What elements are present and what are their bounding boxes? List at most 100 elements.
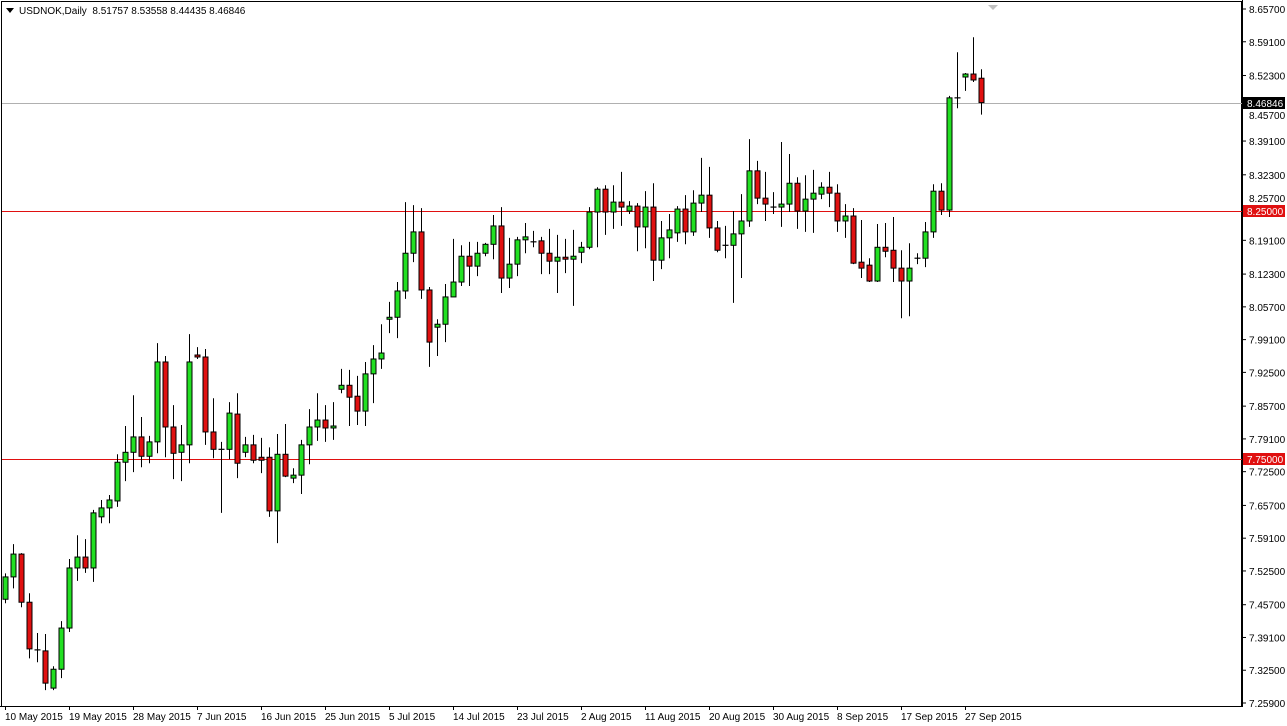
chart-shift-marker-icon[interactable] [988,5,998,10]
candle[interactable] [322,405,329,442]
candle[interactable] [554,234,561,293]
candle[interactable] [194,347,201,359]
candle[interactable] [146,435,153,464]
candle[interactable] [658,220,665,270]
candle[interactable] [778,142,785,227]
candle[interactable] [594,187,601,248]
candle[interactable] [402,202,409,299]
candle[interactable] [506,237,513,288]
candle[interactable] [410,205,417,263]
candle[interactable] [826,171,833,208]
candle[interactable] [562,238,569,274]
candle[interactable] [666,214,673,259]
candle[interactable] [722,225,729,259]
candle[interactable] [98,499,105,524]
candle[interactable] [610,185,617,229]
candle[interactable] [282,424,289,478]
candle[interactable] [290,468,297,484]
candle[interactable] [66,559,73,633]
candle[interactable] [178,425,185,482]
candle[interactable] [898,250,905,319]
candle[interactable] [938,183,945,216]
candle[interactable] [698,157,705,213]
candle[interactable] [746,139,753,227]
candle[interactable] [674,206,681,242]
candle[interactable] [426,286,433,367]
candle[interactable] [842,204,849,238]
candle[interactable] [266,447,273,517]
candle[interactable] [834,184,841,232]
candle[interactable] [618,171,625,226]
candle[interactable] [466,241,473,287]
candle[interactable] [810,169,817,233]
candle[interactable] [962,73,969,91]
candle[interactable] [114,454,121,507]
candle[interactable] [226,402,233,460]
candle[interactable] [570,229,577,306]
candle[interactable] [2,573,9,604]
candle[interactable] [442,284,449,343]
candle[interactable] [90,509,97,582]
candle[interactable] [170,405,177,480]
candle[interactable] [890,217,897,283]
candle[interactable] [386,301,393,334]
candle[interactable] [26,593,33,659]
candle[interactable] [370,345,377,404]
candle[interactable] [978,69,985,115]
candle[interactable] [522,222,529,254]
candle[interactable] [162,356,169,458]
candle[interactable] [858,219,865,279]
dropdown-triangle-icon[interactable] [6,8,14,13]
candle[interactable] [498,207,505,293]
candle[interactable] [802,175,809,232]
candle[interactable] [762,171,769,221]
candle[interactable] [306,409,313,465]
candle[interactable] [218,441,225,513]
candle[interactable] [538,236,545,275]
candle[interactable] [906,243,913,317]
candle[interactable] [314,393,321,441]
candle[interactable] [490,215,497,260]
candle[interactable] [954,52,961,109]
candle[interactable] [946,95,953,218]
candle[interactable] [586,207,593,250]
candle[interactable] [242,436,249,458]
candle[interactable] [122,425,129,482]
candle[interactable] [346,369,353,426]
candle[interactable] [362,361,369,426]
candle[interactable] [378,324,385,369]
candle[interactable] [274,433,281,544]
candle[interactable] [650,183,657,282]
candle[interactable] [234,393,241,479]
candle[interactable] [530,230,537,248]
candle[interactable] [922,221,929,268]
candle[interactable] [434,319,441,356]
candle[interactable] [602,185,609,235]
candle[interactable] [258,437,265,474]
candle[interactable] [330,402,337,440]
candle[interactable] [74,535,81,581]
candle[interactable] [186,334,193,464]
candle[interactable] [106,494,113,524]
candle[interactable] [786,153,793,213]
candle[interactable] [18,553,25,608]
candle[interactable] [34,633,41,663]
candle[interactable] [82,539,89,573]
candle[interactable] [970,37,977,82]
candle[interactable] [482,242,489,257]
candle[interactable] [770,192,777,215]
candle[interactable] [794,177,801,229]
candle[interactable] [866,258,873,283]
candle[interactable] [418,208,425,299]
candle[interactable] [626,201,633,215]
candle[interactable] [682,195,689,245]
candle[interactable] [738,194,745,279]
candle[interactable] [450,238,457,298]
candle[interactable] [250,434,257,464]
candle[interactable] [818,182,825,200]
candle[interactable] [58,621,65,679]
candle[interactable] [706,166,713,238]
candle[interactable] [578,241,585,264]
candle[interactable] [874,223,881,283]
